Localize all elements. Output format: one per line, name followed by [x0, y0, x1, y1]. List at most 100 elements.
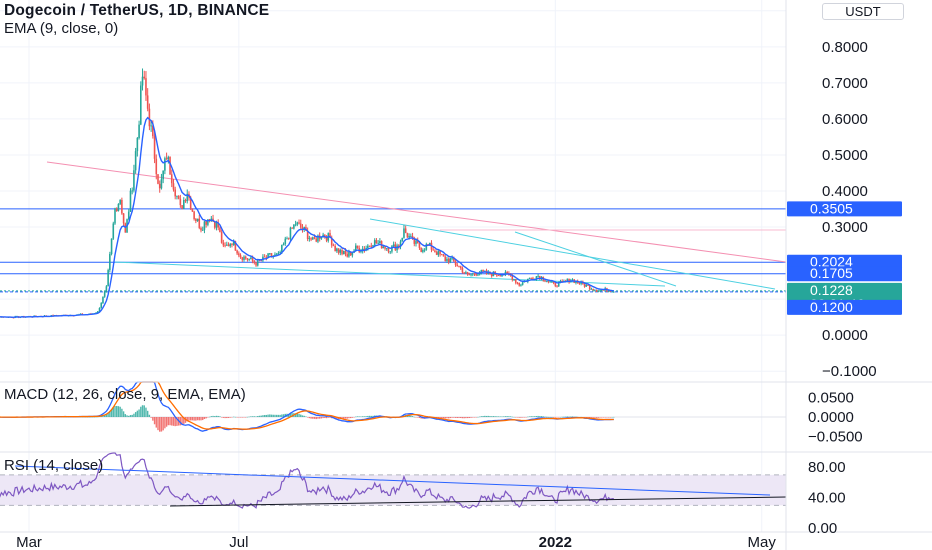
macd-histogram-bar: [145, 407, 147, 417]
macd-histogram-bar: [360, 416, 362, 417]
macd-histogram-bar: [86, 416, 89, 418]
macd-histogram-bar: [489, 416, 491, 417]
ema-indicator-label[interactable]: EMA (9, close, 0): [4, 20, 119, 37]
price-tick-label: 0.3000: [822, 219, 868, 236]
macd-histogram-bar: [506, 416, 508, 417]
macd-histogram-bar: [449, 417, 452, 419]
macd-histogram-bar: [146, 410, 149, 417]
candle-body: [385, 248, 388, 249]
macd-histogram-bar: [306, 417, 309, 418]
macd-title[interactable]: MACD (12, 26, close, 9, EMA, EMA): [4, 386, 246, 403]
macd-histogram-bar: [361, 416, 364, 417]
candle-body: [561, 280, 563, 282]
candle-body: [274, 254, 276, 256]
candle-body: [198, 218, 201, 228]
macd-histogram-bar: [282, 414, 285, 417]
macd-histogram-bar: [571, 416, 574, 417]
candle-body: [423, 249, 426, 251]
candle-body: [325, 237, 328, 241]
candle-body: [207, 219, 209, 225]
candle-body: [416, 240, 419, 244]
rsi-title[interactable]: RSI (14, close): [4, 457, 104, 474]
macd-histogram-bar: [480, 416, 483, 417]
candle-body: [344, 250, 347, 255]
macd-histogram-bar: [260, 415, 262, 417]
candle-body: [434, 250, 436, 253]
macd-histogram-bar: [274, 414, 276, 417]
currency-unit-button[interactable]: USDT: [822, 3, 904, 20]
macd-histogram-bar: [511, 416, 514, 418]
price-badge: [787, 266, 902, 282]
candle-body: [547, 281, 550, 283]
macd-histogram-bar: [277, 414, 280, 417]
candle-body: [181, 205, 183, 209]
candle-body: [232, 241, 235, 246]
candle-body: [334, 245, 336, 252]
resistance-trendline: [46, 161, 787, 263]
macd-histogram-bar: [143, 405, 145, 417]
macd-histogram-bar: [368, 415, 371, 417]
candle-body: [600, 289, 603, 291]
candle-body: [513, 279, 515, 281]
candle-body: [337, 248, 340, 253]
candle-body: [404, 228, 407, 233]
rsi-tick-label: 80.00: [808, 459, 846, 476]
candle-body: [183, 200, 185, 209]
candle-body: [238, 253, 240, 256]
candle-body: [298, 222, 300, 224]
support-trendline: [114, 261, 666, 287]
macd-histogram-bar: [344, 417, 347, 419]
macd-histogram-bar: [461, 417, 464, 419]
candle-body: [200, 227, 202, 231]
candle-body: [229, 244, 232, 247]
macd-histogram-bar: [91, 416, 94, 418]
candle-body: [518, 282, 520, 286]
macd-histogram-bar: [420, 417, 422, 419]
macd-histogram-bar: [231, 417, 233, 418]
price-tick-label: 0.5000: [822, 147, 868, 164]
candle-body: [461, 268, 464, 273]
macd-histogram-bar: [238, 417, 240, 418]
candle-body: [112, 223, 115, 239]
macd-histogram-bar: [503, 416, 505, 417]
candle-body: [447, 258, 450, 262]
candle-body: [176, 195, 178, 197]
candle-body: [201, 229, 204, 231]
candle-body: [279, 251, 281, 253]
macd-histogram-bar: [589, 417, 591, 418]
macd-histogram-bar: [544, 416, 546, 418]
price-tick-label: −0.1000: [822, 363, 877, 380]
candle-body: [184, 200, 187, 202]
candle-body: [275, 253, 278, 255]
candle-body: [152, 125, 154, 137]
candle-body: [391, 246, 393, 252]
candle-body: [535, 276, 538, 280]
candle-body: [559, 280, 562, 283]
macd-histogram-bar: [134, 412, 137, 417]
macd-histogram-bar: [317, 417, 319, 419]
time-tick-label: May: [748, 534, 777, 550]
candle-body: [425, 244, 428, 250]
macd-histogram-bar: [318, 417, 321, 419]
candle-body: [293, 224, 295, 229]
macd-histogram-bar: [239, 417, 242, 418]
macd-histogram-bar: [599, 417, 601, 418]
macd-histogram-bar: [112, 407, 114, 417]
macd-histogram-bar: [485, 415, 488, 417]
candle-body: [308, 238, 311, 240]
candle-body: [342, 250, 345, 255]
time-tick-label: 2022: [539, 534, 572, 550]
macd-histogram-bar: [346, 417, 348, 419]
candle-body: [384, 246, 386, 249]
macd-histogram-bar: [521, 417, 524, 418]
macd-histogram-bar: [446, 417, 448, 419]
macd-histogram-bar: [513, 416, 515, 418]
macd-histogram-bar: [554, 417, 557, 418]
macd-histogram-bar: [167, 417, 170, 426]
candle-body: [131, 190, 133, 192]
candle-body: [585, 284, 588, 287]
candle-body: [356, 245, 359, 249]
candle-body: [415, 240, 417, 244]
